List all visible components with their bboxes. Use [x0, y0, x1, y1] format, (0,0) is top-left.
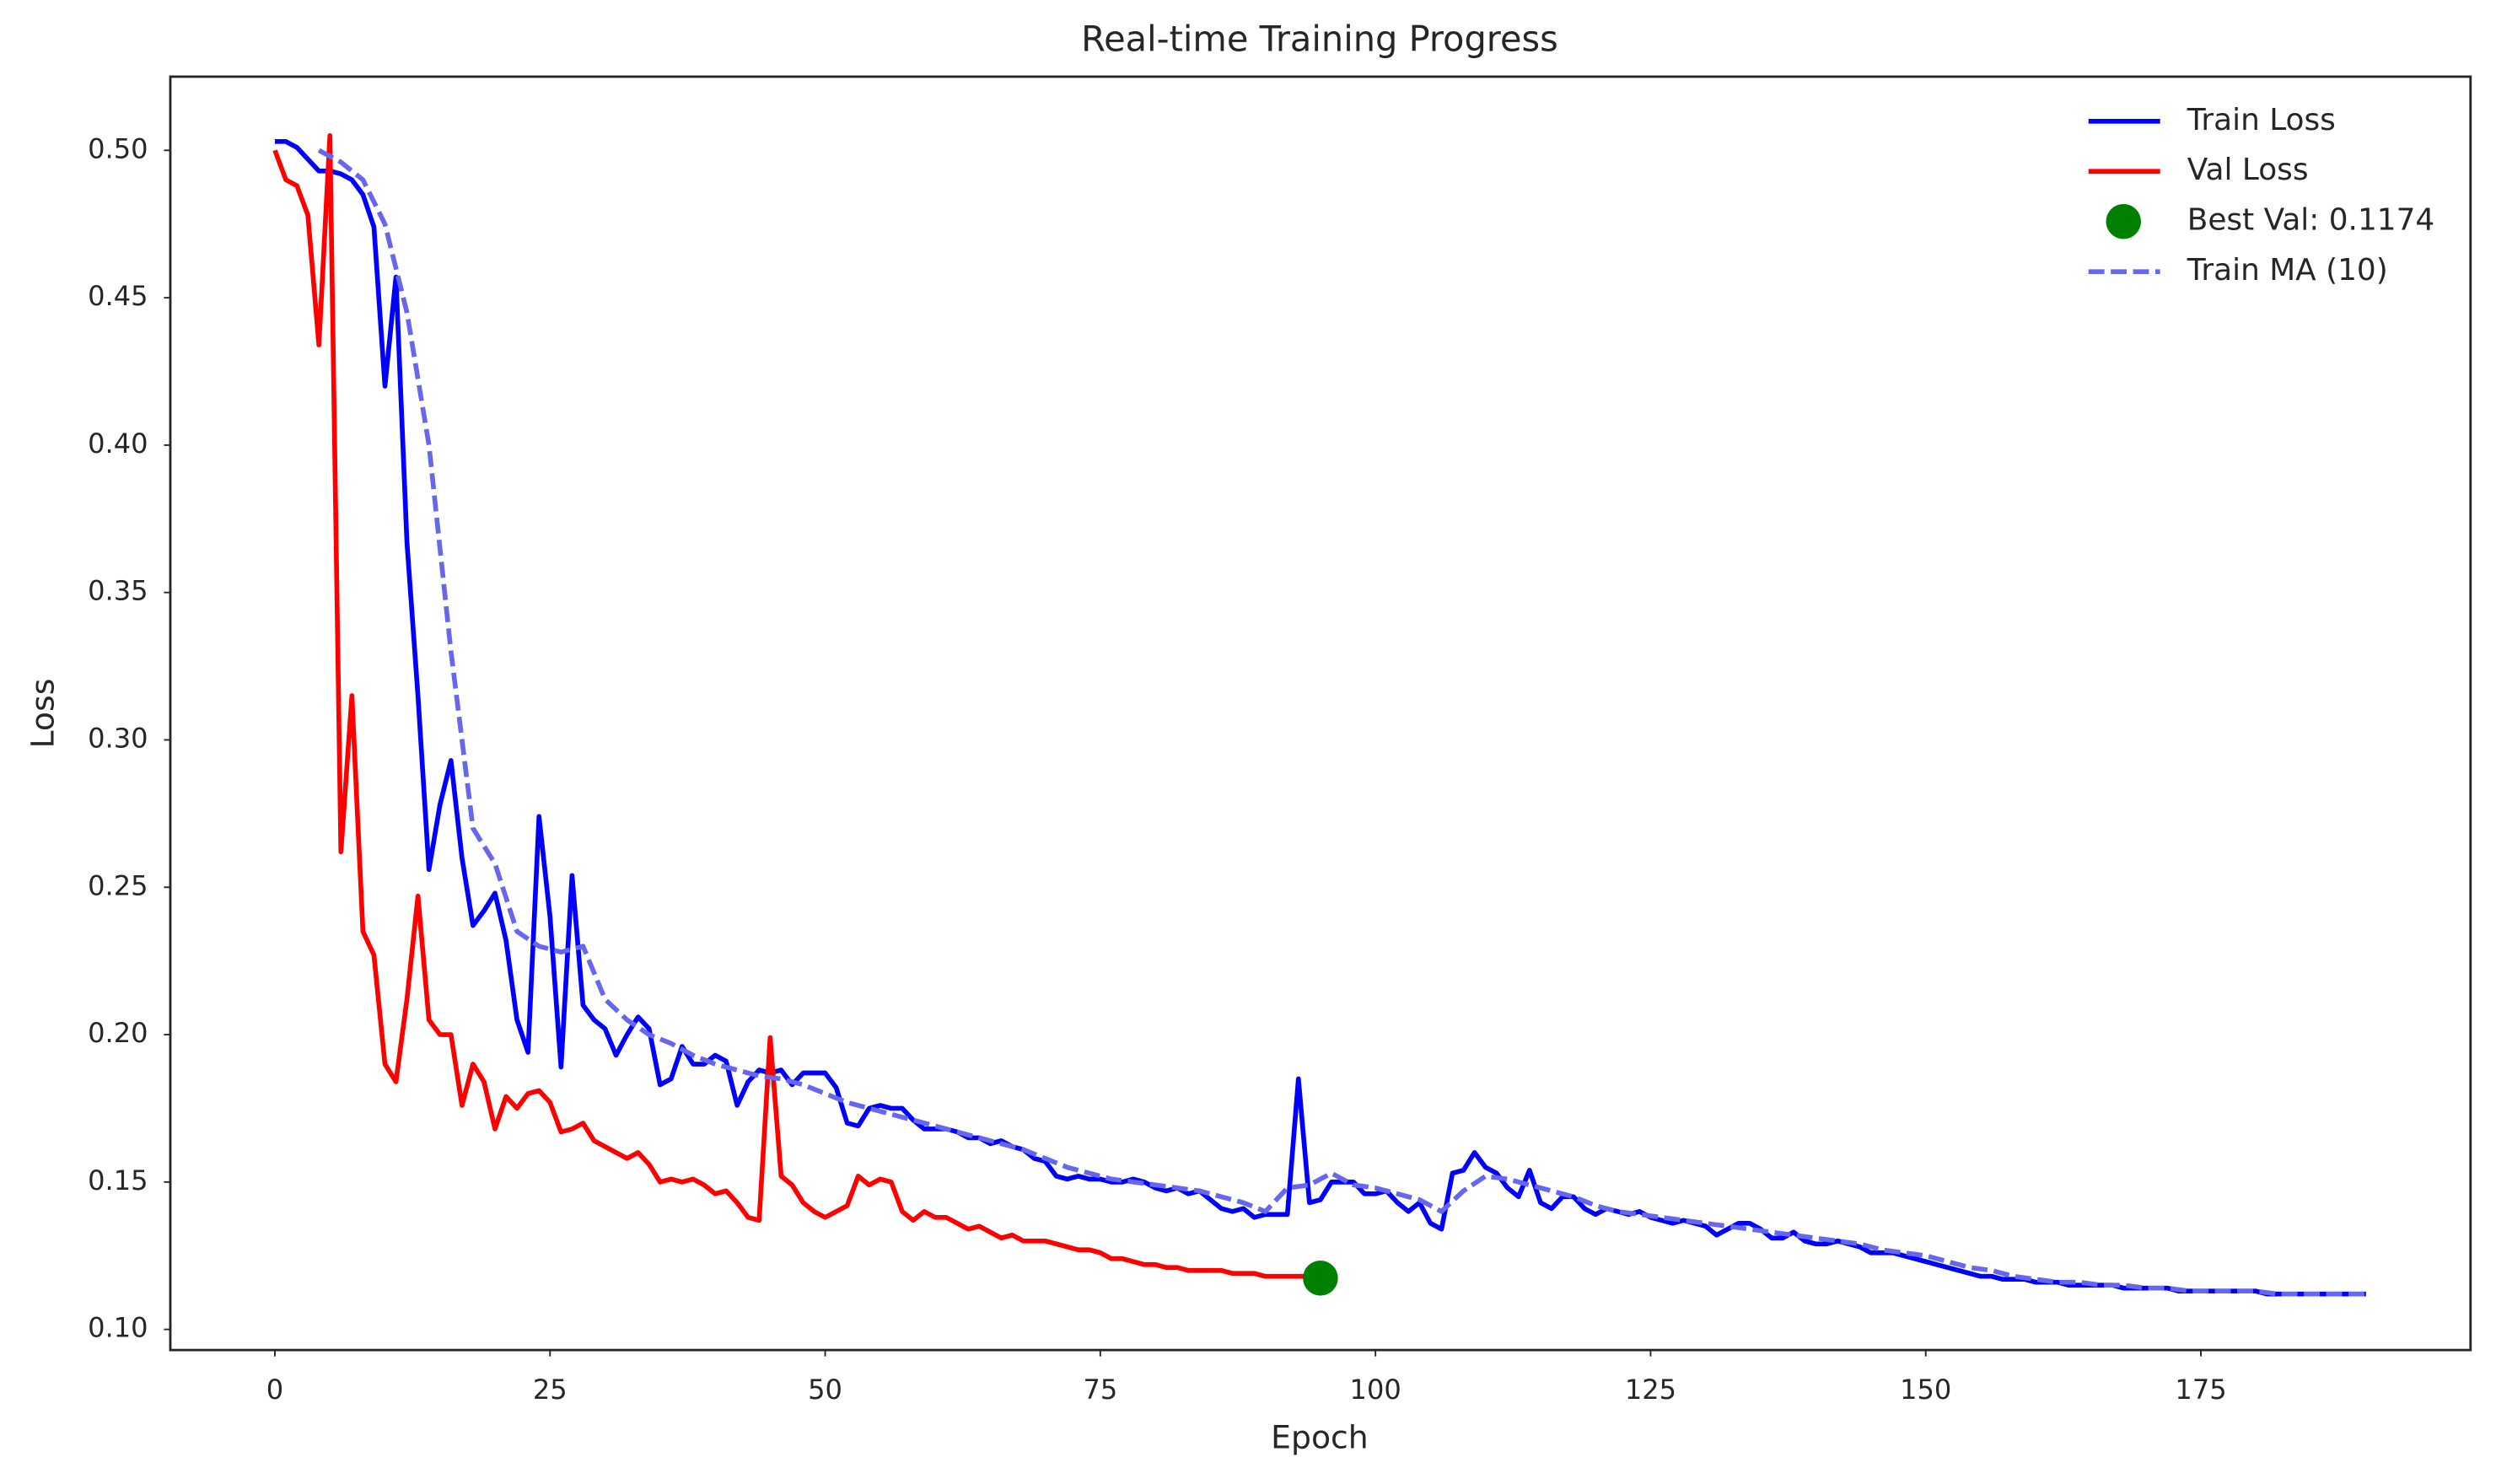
moving-average-line — [317, 148, 2366, 1297]
legend-label: Val Loss — [2187, 153, 2309, 187]
y-tick-label: 0.45 — [88, 280, 148, 312]
x-axis-label: Epoch — [1271, 1418, 1369, 1455]
loss-line — [274, 138, 2366, 1297]
y-tick-label: 0.30 — [88, 722, 148, 754]
x-tick-label: 75 — [1083, 1374, 1117, 1406]
y-tick-label: 0.15 — [88, 1164, 148, 1196]
plot-frame — [169, 75, 2472, 1352]
x-tick-label: 100 — [1350, 1374, 1401, 1406]
x-tick-label: 175 — [2175, 1374, 2226, 1406]
x-tick-label: 125 — [1625, 1374, 1676, 1406]
x-tick-label: 50 — [808, 1374, 842, 1406]
y-axis-label: Loss — [24, 679, 61, 749]
y-tick-label: 0.20 — [88, 1017, 148, 1049]
legend-label: Train MA (10) — [2187, 253, 2388, 288]
legend-label: Best Val: 0.1174 — [2187, 203, 2434, 238]
legend-label: Train Loss — [2187, 103, 2336, 137]
legend-marker — [2106, 203, 2142, 239]
x-tick-label: 0 — [266, 1374, 283, 1406]
y-tick-label: 0.40 — [88, 427, 148, 460]
y-tick-label: 0.25 — [88, 869, 148, 901]
y-tick-label: 0.35 — [88, 575, 148, 607]
y-tick-label: 0.10 — [88, 1312, 148, 1344]
y-tick-label: 0.50 — [88, 132, 148, 164]
x-tick-label: 150 — [1900, 1374, 1951, 1406]
chart-title: Real-time Training Progress — [1081, 18, 1558, 59]
best-point — [1303, 1261, 1338, 1296]
loss-line — [272, 133, 1321, 1281]
x-tick-label: 25 — [533, 1374, 568, 1406]
